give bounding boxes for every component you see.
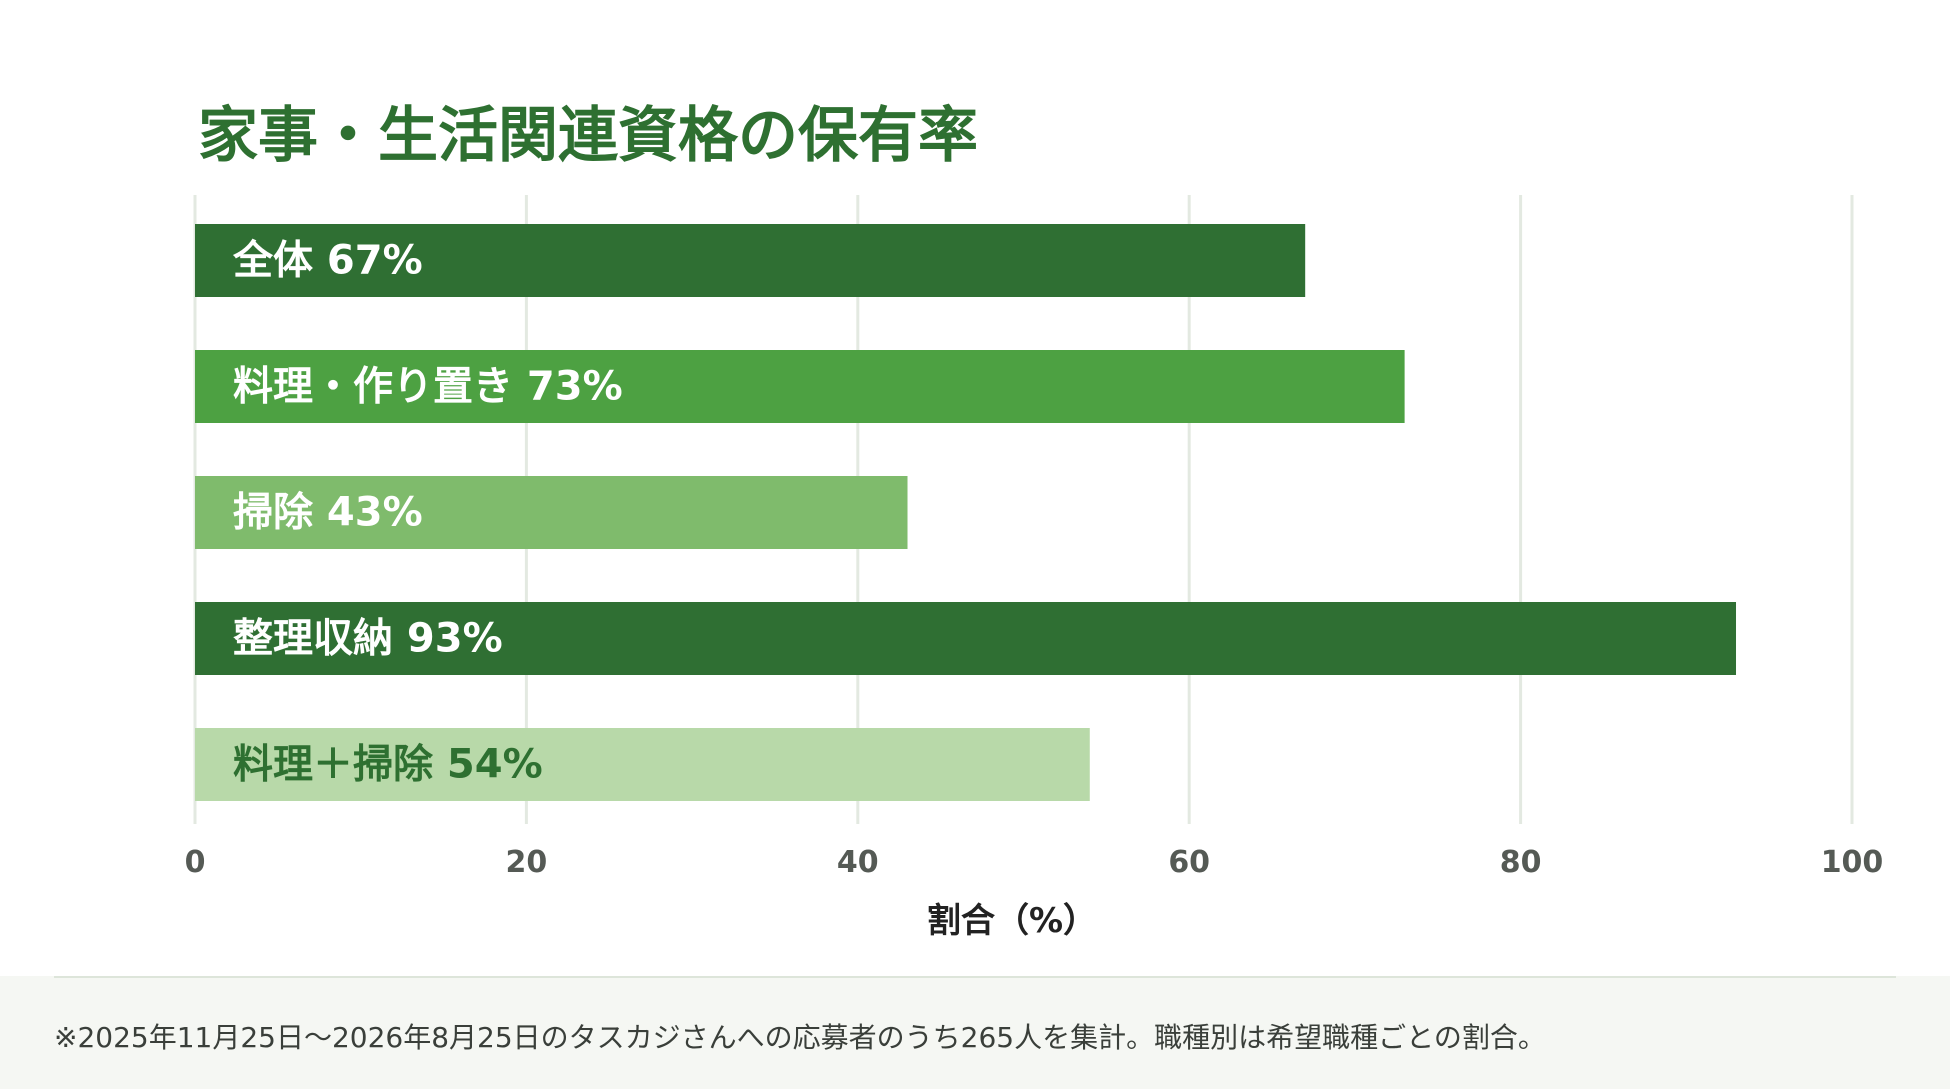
x-axis-ticks: 0 20 40 60 80 100 <box>185 845 1884 880</box>
footer-divider <box>54 976 1896 978</box>
bar-label: 料理＋掃除 54% <box>233 742 543 788</box>
bar-label: 全体 67% <box>232 238 423 284</box>
bar <box>195 728 1090 801</box>
bar <box>195 476 908 549</box>
x-tick-label: 20 <box>506 845 548 880</box>
bar <box>195 350 1405 423</box>
chart-title: 家事・生活関連資格の保有率 <box>198 101 978 171</box>
bar-label: 掃除 43% <box>233 490 423 536</box>
bars <box>195 224 1737 801</box>
x-tick-label: 60 <box>1168 845 1210 880</box>
footer: ※2025年11月25日〜2026年8月25日のタスカジさんへの応募者のうち26… <box>0 976 1950 1089</box>
bar <box>195 224 1306 297</box>
bar-chart: 全体 67% 料理・作り置き 73% 掃除 43% 整理収納 93% 料理＋掃除 54%… <box>185 195 1884 941</box>
x-axis-label: 割合（%） <box>927 901 1097 941</box>
bar-labels: 全体 67% 料理・作り置き 73% 掃除 43% 整理収納 93% 料理＋掃除 54% <box>232 238 623 788</box>
x-tick-label: 100 <box>1821 845 1884 880</box>
x-tick-label: 80 <box>1500 845 1542 880</box>
bar <box>195 602 1737 675</box>
x-tick-label: 40 <box>837 845 879 880</box>
bar-label: 料理・作り置き 73% <box>233 364 623 410</box>
x-tick-label: 0 <box>185 845 206 880</box>
bar-label: 整理収納 93% <box>233 616 503 662</box>
footnote: ※2025年11月25日〜2026年8月25日のタスカジさんへの応募者のうち26… <box>54 1021 1546 1054</box>
